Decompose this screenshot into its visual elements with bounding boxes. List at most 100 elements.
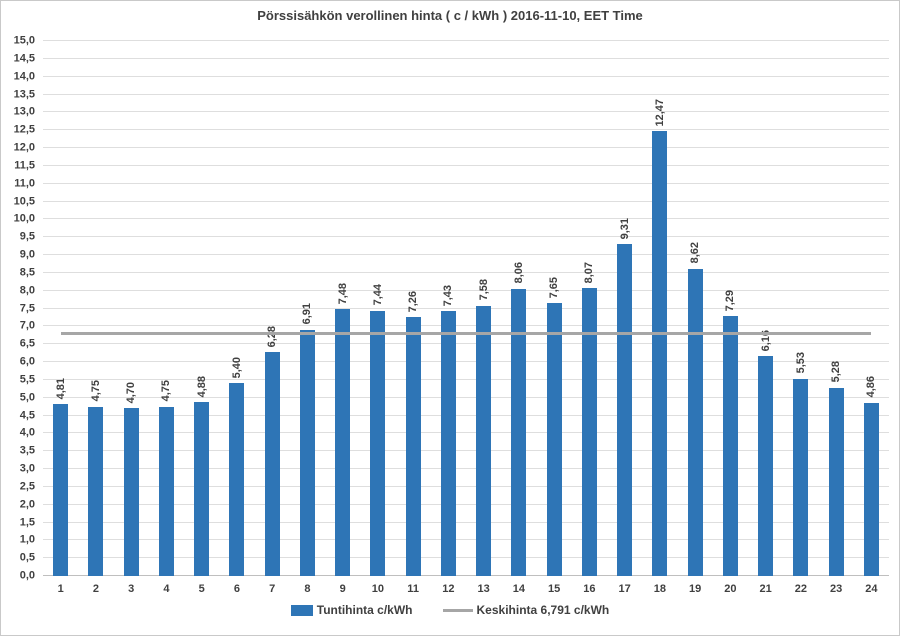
bar-hour-6 [229, 383, 245, 576]
gridline [43, 539, 889, 541]
y-axis-tick-label: 13,5 [13, 88, 35, 100]
bar-value-label: 5,40 [230, 356, 243, 379]
gridline [43, 75, 889, 77]
x-axis-tick-label: 18 [653, 583, 666, 595]
x-axis-tick-label: 12 [442, 583, 455, 595]
y-axis-tick-label: 4,5 [19, 409, 35, 421]
gridline [43, 254, 889, 255]
y-axis-tick-label: 14,0 [13, 70, 35, 83]
legend-item-hourly-price: Tuntihinta c/kWh [290, 603, 413, 617]
gridline [43, 468, 889, 469]
gridline [43, 557, 889, 559]
bar-hour-8 [299, 329, 315, 576]
gridline [43, 147, 889, 148]
y-axis-tick-label: 1,0 [19, 533, 35, 546]
bar-hour-21 [758, 356, 774, 576]
bar-value-label: 4,81 [54, 378, 67, 400]
bar-hour-13 [476, 305, 492, 576]
legend-item-average-price: Keskihinta 6,791 c/kWh [442, 603, 610, 617]
y-axis-tick-label: 9,5 [19, 230, 35, 243]
y-axis-tick-label: 11,5 [14, 159, 35, 172]
bar-hour-16 [581, 288, 597, 576]
bar-hour-14 [511, 288, 527, 576]
x-axis-tick-label: 19 [689, 583, 702, 595]
x-axis-line [43, 575, 889, 576]
bar-value-label: 7,29 [724, 289, 737, 311]
gridline [43, 503, 889, 505]
bar-hour-23 [828, 387, 844, 576]
y-axis-tick-label: 4,0 [19, 426, 35, 439]
x-axis-tick-label: 3 [128, 583, 135, 595]
x-axis-tick-label: 17 [618, 583, 631, 595]
x-axis-tick-label: 21 [759, 583, 772, 595]
legend-average-label: Keskihinta 6,791 c/kWh [476, 603, 610, 617]
bar-hour-1 [53, 404, 69, 576]
bar-value-label: 4,70 [125, 381, 138, 404]
x-axis-tick-label: 24 [865, 583, 878, 595]
y-axis-tick-label: 6,0 [19, 355, 35, 368]
y-axis-tick-label: 10,0 [13, 212, 35, 225]
bar-value-label: 7,65 [548, 276, 561, 299]
x-axis-tick-label: 11 [407, 583, 419, 595]
plot-area: 4,81 4,75 4,70 4,75 4,88 5,40 6,28 6,91 7,48 7,44… [43, 40, 889, 576]
y-axis-tick-label: 0,5 [19, 551, 35, 564]
y-axis-tick-label: 6,5 [19, 337, 35, 350]
bar-hour-22 [793, 378, 809, 576]
legend-series-label: Tuntihinta c/kWh [316, 603, 413, 617]
gridline [43, 200, 889, 202]
x-axis-tick-label: 22 [794, 583, 807, 595]
bar-value-label: 5,53 [794, 352, 807, 374]
x-axis-tick-label: 7 [269, 583, 276, 595]
bar-hour-15 [546, 303, 562, 576]
bar-hour-19 [687, 268, 703, 576]
bar-value-label: 7,48 [336, 282, 349, 305]
gridline [43, 40, 889, 41]
gridline [43, 289, 889, 291]
x-axis-tick-label: 23 [830, 583, 843, 595]
gridline [43, 450, 889, 452]
y-axis-tick-label: 0,0 [19, 569, 35, 582]
bar-value-label: 5,28 [830, 361, 843, 383]
y-axis-tick-label: 5,5 [19, 373, 35, 386]
bar-hour-7 [264, 352, 280, 576]
gridline [43, 396, 889, 398]
gridline [43, 361, 889, 362]
bar-value-label: 4,86 [865, 376, 878, 398]
y-axis-tick-label: 14,5 [13, 52, 35, 65]
gridline [43, 164, 889, 166]
gridline [43, 236, 889, 238]
x-axis-tick-label: 2 [92, 583, 99, 595]
bar-hour-18 [652, 131, 668, 576]
y-axis-tick-label: 9,0 [19, 248, 35, 261]
bar-value-label: 12,47 [653, 98, 666, 127]
gridline [43, 307, 889, 309]
y-axis-tick-label: 2,0 [19, 498, 35, 511]
x-axis-tick-label: 13 [477, 583, 490, 595]
x-axis-tick-label: 16 [583, 583, 596, 595]
y-axis-tick-label: 2,5 [19, 480, 35, 493]
y-axis-tick-label: 1,5 [19, 516, 35, 528]
bar-value-label: 4,88 [195, 375, 208, 397]
bar-hour-3 [123, 408, 139, 576]
bar-value-label: 7,58 [477, 279, 490, 301]
bar-series-swatch-icon [290, 604, 313, 616]
gridline [43, 343, 889, 345]
gridline [43, 378, 889, 380]
x-axis-tick-label: 9 [339, 583, 346, 595]
gridline [43, 129, 889, 131]
x-axis-tick-label: 8 [304, 583, 311, 595]
y-axis-tick-label: 3,0 [19, 462, 35, 475]
x-axis: 1 2 3 4 5 6 7 8 9 10 11 12 13 14 15 16 17 18 19 20 21 22 23 24 [43, 583, 889, 599]
y-axis-tick-label: 11,0 [14, 177, 35, 190]
bar-value-label: 7,44 [371, 284, 384, 306]
bar-hour-20 [722, 316, 738, 576]
gridline [43, 111, 889, 113]
bar-value-label: 4,75 [160, 380, 173, 402]
y-axis-tick-label: 8,0 [19, 284, 35, 297]
x-axis-tick-label: 1 [57, 583, 64, 595]
average-price-line [60, 332, 872, 336]
bar-hour-4 [158, 406, 174, 576]
y-axis-tick-label: 15,0 [13, 34, 35, 47]
x-axis-tick-label: 5 [198, 583, 205, 595]
x-axis-tick-label: 14 [512, 583, 525, 595]
